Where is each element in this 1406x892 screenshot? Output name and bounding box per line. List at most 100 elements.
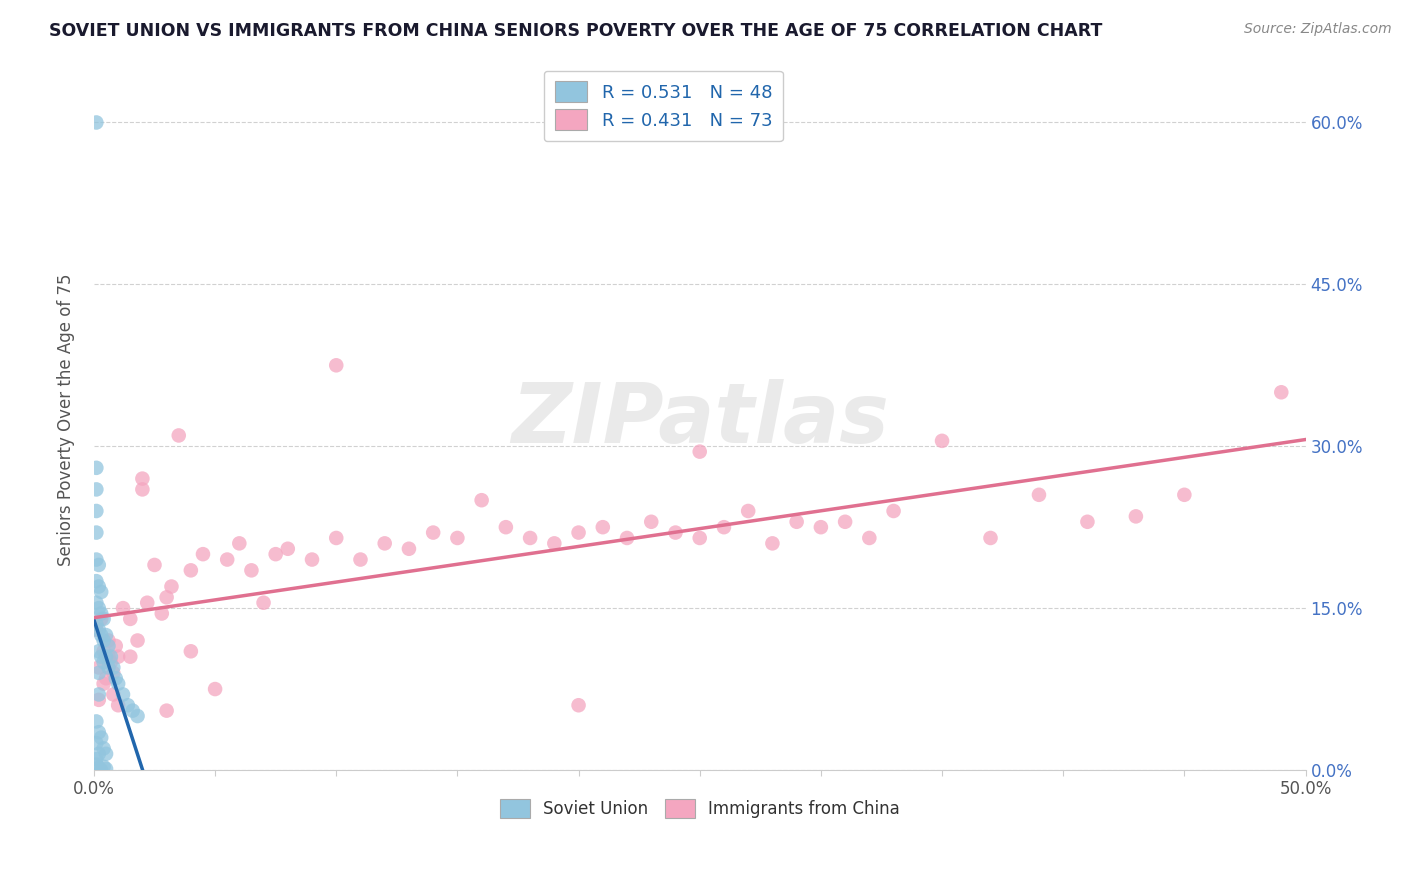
Point — [87, 747, 110, 761]
Point — [97, 633, 120, 648]
Point — [689, 531, 711, 545]
Point — [156, 704, 179, 718]
Point — [87, 623, 110, 637]
Point — [979, 531, 1001, 545]
Point — [167, 428, 190, 442]
Point — [737, 504, 759, 518]
Point — [349, 552, 371, 566]
Point — [87, 693, 110, 707]
Point — [111, 688, 134, 702]
Point — [446, 531, 468, 545]
Text: ZIPatlas: ZIPatlas — [510, 379, 889, 459]
Point — [301, 552, 323, 566]
Point — [87, 761, 110, 775]
Point — [93, 612, 115, 626]
Point — [86, 623, 108, 637]
Point — [616, 531, 638, 545]
Point — [93, 633, 115, 648]
Point — [136, 596, 159, 610]
Point — [111, 601, 134, 615]
Point — [156, 591, 179, 605]
Point — [1076, 515, 1098, 529]
Point — [689, 444, 711, 458]
Point — [90, 612, 112, 626]
Point — [761, 536, 783, 550]
Point — [100, 655, 122, 669]
Point — [90, 585, 112, 599]
Point — [93, 655, 115, 669]
Point — [1028, 488, 1050, 502]
Point — [87, 688, 110, 702]
Point — [104, 639, 127, 653]
Point — [931, 434, 953, 448]
Point — [252, 596, 274, 610]
Point — [713, 520, 735, 534]
Point — [592, 520, 614, 534]
Point — [131, 472, 153, 486]
Point — [94, 649, 117, 664]
Point — [93, 676, 115, 690]
Point — [143, 558, 166, 572]
Point — [1270, 385, 1292, 400]
Point — [90, 649, 112, 664]
Point — [103, 660, 125, 674]
Text: Source: ZipAtlas.com: Source: ZipAtlas.com — [1244, 22, 1392, 37]
Point — [86, 552, 108, 566]
Point — [90, 628, 112, 642]
Point — [567, 525, 589, 540]
Point — [97, 639, 120, 653]
Point — [87, 660, 110, 674]
Point — [325, 531, 347, 545]
Point — [107, 676, 129, 690]
Point — [94, 762, 117, 776]
Y-axis label: Seniors Poverty Over the Age of 75: Seniors Poverty Over the Age of 75 — [58, 273, 75, 566]
Point — [120, 612, 142, 626]
Point — [86, 525, 108, 540]
Point — [150, 607, 173, 621]
Point — [86, 752, 108, 766]
Point — [217, 552, 239, 566]
Point — [180, 563, 202, 577]
Point — [87, 558, 110, 572]
Point — [87, 601, 110, 615]
Point — [86, 714, 108, 729]
Point — [277, 541, 299, 556]
Point — [93, 760, 115, 774]
Point — [90, 763, 112, 777]
Point — [93, 741, 115, 756]
Point — [104, 671, 127, 685]
Point — [86, 574, 108, 589]
Point — [160, 580, 183, 594]
Point — [97, 660, 120, 674]
Point — [117, 698, 139, 713]
Point — [264, 547, 287, 561]
Point — [107, 649, 129, 664]
Point — [90, 607, 112, 621]
Point — [86, 757, 108, 772]
Point — [398, 541, 420, 556]
Point — [127, 633, 149, 648]
Point — [90, 731, 112, 745]
Point — [94, 628, 117, 642]
Point — [786, 515, 808, 529]
Point — [86, 115, 108, 129]
Point — [103, 665, 125, 680]
Point — [97, 649, 120, 664]
Point — [100, 649, 122, 664]
Point — [121, 704, 143, 718]
Point — [858, 531, 880, 545]
Point — [87, 665, 110, 680]
Point — [374, 536, 396, 550]
Point — [664, 525, 686, 540]
Point — [107, 698, 129, 713]
Point — [240, 563, 263, 577]
Point — [86, 483, 108, 497]
Point — [103, 688, 125, 702]
Point — [191, 547, 214, 561]
Legend: Soviet Union, Immigrants from China: Soviet Union, Immigrants from China — [494, 792, 907, 825]
Point — [94, 747, 117, 761]
Point — [1125, 509, 1147, 524]
Point — [87, 580, 110, 594]
Point — [93, 644, 115, 658]
Point — [810, 520, 832, 534]
